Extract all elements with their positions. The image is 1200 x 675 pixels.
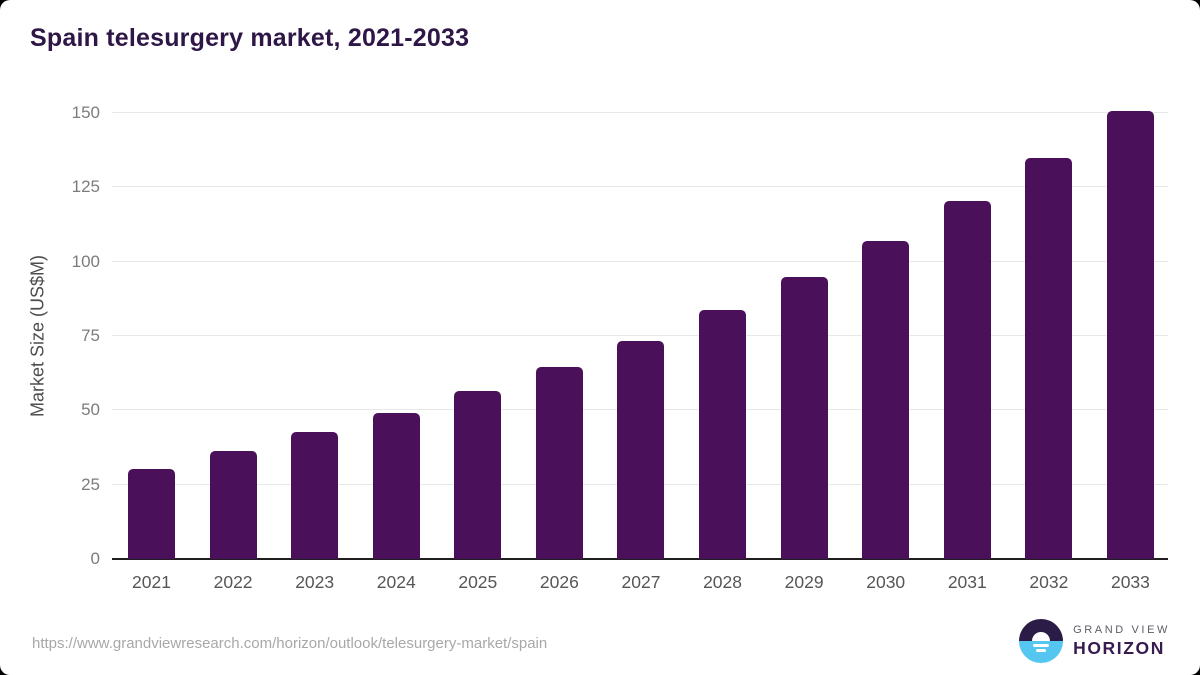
bar-slot: 2033 [1106, 110, 1154, 592]
y-tick-label: 150 [71, 103, 100, 122]
gridline [112, 260, 1168, 262]
bar-slot: 2031 [943, 201, 991, 592]
x-tick-label: 2022 [213, 572, 253, 592]
y-tick-label: 125 [71, 177, 100, 197]
brand-logo: GRAND VIEW HORIZON [1019, 619, 1170, 663]
y-tick-label: 100 [71, 251, 100, 271]
bar-2022 [209, 451, 257, 559]
bar-2029 [780, 277, 828, 559]
bar-2023 [291, 432, 339, 559]
bar-2028 [699, 309, 747, 559]
bar-slot: 2027 [617, 340, 665, 592]
x-tick-label: 2031 [947, 572, 987, 592]
x-tick-label: 2028 [703, 572, 743, 592]
plot-area: 2021 2022 2023 2024 2025 2026 2027 2028 2029 2030… [112, 110, 1168, 592]
bar-slot: 2028 [699, 309, 747, 592]
chart-title: Spain telesurgery market, 2021-2033 [30, 24, 470, 52]
x-tick-label: 2024 [376, 572, 416, 592]
bar-slot: 2026 [535, 366, 583, 592]
y-tick-label: 50 [81, 400, 100, 420]
x-tick-label: 2027 [621, 572, 661, 592]
brand-grand-view: GRAND VIEW [1073, 623, 1170, 636]
x-tick-label: 2032 [1029, 572, 1069, 592]
x-tick-label: 2021 [132, 572, 171, 592]
bar-slot: 2025 [454, 391, 502, 592]
x-tick-label: 2030 [866, 572, 906, 592]
footer: https://www.grandviewresearch.com/horizo… [0, 615, 1200, 675]
bar-slot: 2022 [209, 451, 257, 592]
y-tick-label: 0 [90, 549, 100, 568]
bar-2031 [943, 201, 991, 559]
bar-slot: 2032 [1025, 158, 1073, 592]
x-tick-label: 2033 [1110, 572, 1150, 592]
bar-2030 [862, 240, 910, 559]
x-tick-label: 2025 [458, 572, 498, 592]
horizon-line-icon [1033, 644, 1050, 647]
gridline [112, 186, 1168, 188]
bar-2024 [372, 413, 420, 559]
y-axis-ticks: 0 25 50 75 100 125 150 [0, 103, 100, 568]
brand-horizon: HORIZON [1073, 637, 1165, 658]
sunrise-dome-icon [1032, 632, 1051, 641]
source-url: https://www.grandviewresearch.com/horizo… [32, 635, 548, 652]
brand-text: GRAND VIEW HORIZON [1073, 624, 1170, 659]
bar-slot: 2023 [291, 432, 339, 592]
gridline [112, 112, 1168, 113]
x-axis-line [112, 558, 1168, 560]
y-tick-label: 25 [81, 474, 100, 494]
horizon-line-icon [1036, 649, 1047, 652]
bar-2032 [1025, 158, 1073, 559]
bar-2025 [454, 391, 502, 559]
bar-slot: 2024 [372, 413, 420, 592]
bar-slot: 2030 [862, 240, 910, 592]
bar-2021 [128, 468, 175, 559]
horizon-logo-icon [1019, 619, 1064, 663]
x-tick-label: 2023 [295, 572, 335, 592]
bar-2027 [617, 340, 665, 559]
bar-slot: 2029 [780, 277, 828, 592]
bar-slot: 2021 [128, 468, 175, 592]
bar-2033 [1106, 110, 1154, 559]
x-tick-label: 2029 [784, 572, 824, 592]
gridline [112, 335, 1168, 336]
bars-container: 2021 2022 2023 2024 2025 2026 2027 2028 2029 2030… [112, 110, 1168, 592]
x-tick-label: 2026 [539, 572, 579, 592]
bar-2026 [535, 366, 583, 559]
y-tick-label: 75 [81, 326, 100, 345]
